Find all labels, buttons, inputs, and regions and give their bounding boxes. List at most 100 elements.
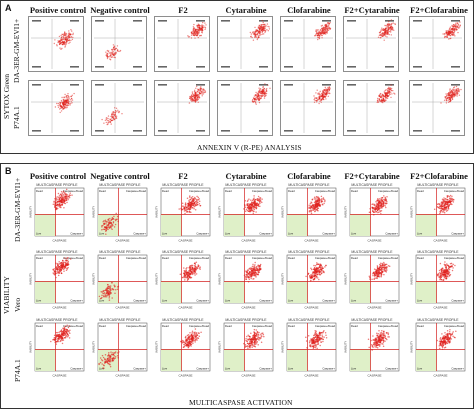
svg-text:VIABILITY: VIABILITY xyxy=(29,273,33,285)
svg-text:Caspase+/Dead: Caspase+/Dead xyxy=(315,256,336,260)
panel-b: B Positive control Negative control F2 C… xyxy=(0,163,474,409)
svg-text:VIABILITY: VIABILITY xyxy=(281,206,285,218)
annexin-plot xyxy=(217,16,273,72)
svg-text:VIABILITY: VIABILITY xyxy=(92,341,96,353)
multicaspase-plot: MULTICASPASE PROFILE Dead Caspase+/Dead Liv… xyxy=(154,181,212,244)
panel-b-col-f2-cytarabine: F2+Cytarabine xyxy=(344,171,400,181)
multicaspase-plot: MULTICASPASE PROFILE Dead Caspase+/Dead Liv… xyxy=(409,181,467,244)
svg-text:Dead: Dead xyxy=(351,189,358,193)
svg-text:CASPASE: CASPASE xyxy=(53,239,67,243)
svg-text:Live: Live xyxy=(225,232,231,236)
svg-text:CASPASE: CASPASE xyxy=(305,239,319,243)
svg-text:MULTICASPASE PROFILE: MULTICASPASE PROFILE xyxy=(351,250,393,254)
svg-text:Dead: Dead xyxy=(99,256,106,260)
svg-text:Live: Live xyxy=(36,367,42,371)
panel-b-col-clofarabine: Clofarabine xyxy=(287,171,331,181)
svg-text:MULTICASPASE PROFILE: MULTICASPASE PROFILE xyxy=(288,250,330,254)
svg-text:Live: Live xyxy=(351,232,357,236)
panel-a-x-axis-title: ANNEXIN V (R-PE) ANALYSIS xyxy=(197,143,302,152)
svg-text:Dead: Dead xyxy=(288,324,295,328)
svg-text:Dead: Dead xyxy=(417,256,424,260)
panel-a-col-f2-cytarabine: F2+Cytarabine xyxy=(344,5,400,15)
panel-b-x-axis-title: MULTICASPASE ACTIVATION xyxy=(189,398,293,407)
svg-text:CASPASE: CASPASE xyxy=(116,374,130,378)
annexin-plot xyxy=(28,16,84,72)
annexin-plot xyxy=(280,16,336,72)
svg-text:Dead: Dead xyxy=(36,256,43,260)
svg-text:CASPASE: CASPASE xyxy=(368,306,382,310)
svg-text:Dead: Dead xyxy=(36,324,43,328)
svg-text:Live: Live xyxy=(99,299,105,303)
panel-b-row-vero: Vero xyxy=(13,297,22,312)
panel-b-letter: B xyxy=(5,166,12,176)
multicaspase-plot: MULTICASPASE PROFILE Dead Caspase+/Dead Liv… xyxy=(280,316,338,379)
panel-b-col-f2: F2 xyxy=(178,171,188,181)
svg-text:MULTICASPASE PROFILE: MULTICASPASE PROFILE xyxy=(225,250,267,254)
svg-text:VIABILITY: VIABILITY xyxy=(92,273,96,285)
svg-text:VIABILITY: VIABILITY xyxy=(155,273,159,285)
svg-text:Caspase+: Caspase+ xyxy=(451,232,464,236)
svg-text:CASPASE: CASPASE xyxy=(434,306,448,310)
svg-text:Dead: Dead xyxy=(288,189,295,193)
panel-a-col-cytarabine: Cytarabine xyxy=(225,5,267,15)
multicaspase-plot: MULTICASPASE PROFILE Dead Caspase+/Dead Liv… xyxy=(91,316,149,379)
svg-text:Caspase+: Caspase+ xyxy=(196,299,209,303)
svg-text:MULTICASPASE PROFILE: MULTICASPASE PROFILE xyxy=(162,250,204,254)
svg-text:Caspase+: Caspase+ xyxy=(451,299,464,303)
svg-text:MULTICASPASE PROFILE: MULTICASPASE PROFILE xyxy=(36,318,78,322)
svg-text:Live: Live xyxy=(288,232,294,236)
panel-b-y-axis-title: VIABILITY xyxy=(2,276,11,314)
svg-text:Live: Live xyxy=(99,232,105,236)
svg-text:MULTICASPASE PROFILE: MULTICASPASE PROFILE xyxy=(288,318,330,322)
panel-a-letter: A xyxy=(5,3,12,13)
svg-text:VIABILITY: VIABILITY xyxy=(29,341,33,353)
svg-text:CASPASE: CASPASE xyxy=(242,306,256,310)
svg-text:Caspase+: Caspase+ xyxy=(133,232,146,236)
panel-a-col-f2-clofarabine: F2+Clofarabine xyxy=(410,5,468,15)
svg-text:Caspase+: Caspase+ xyxy=(196,367,209,371)
svg-text:Caspase+/Dead: Caspase+/Dead xyxy=(444,189,465,193)
svg-text:VIABILITY: VIABILITY xyxy=(281,341,285,353)
svg-text:VIABILITY: VIABILITY xyxy=(344,273,348,285)
svg-text:CASPASE: CASPASE xyxy=(116,306,130,310)
svg-text:Caspase+/Dead: Caspase+/Dead xyxy=(378,256,399,260)
svg-text:VIABILITY: VIABILITY xyxy=(218,341,222,353)
svg-text:Caspase+: Caspase+ xyxy=(322,367,335,371)
svg-text:CASPASE: CASPASE xyxy=(242,374,256,378)
svg-text:Live: Live xyxy=(225,299,231,303)
multicaspase-plot: MULTICASPASE PROFILE Dead Caspase+/Dead Liv… xyxy=(343,181,401,244)
panel-b-row-da3er: DA-3ER-GM-EVI1+ xyxy=(13,177,22,242)
panel-b-col-negative-control: Negative control xyxy=(90,171,150,181)
svg-text:Caspase+/Dead: Caspase+/Dead xyxy=(126,256,147,260)
multicaspase-plot: MULTICASPASE PROFILE Dead Caspase+/Dead Liv… xyxy=(280,181,338,244)
svg-text:CASPASE: CASPASE xyxy=(53,374,67,378)
multicaspase-plot: MULTICASPASE PROFILE Dead Caspase+/Dead Liv… xyxy=(91,181,149,244)
annexin-plot xyxy=(280,80,336,136)
panel-a-col-positive-control: Positive control xyxy=(29,5,87,15)
svg-text:Caspase+/Dead: Caspase+/Dead xyxy=(444,256,465,260)
svg-text:Live: Live xyxy=(99,367,105,371)
svg-text:MULTICASPASE PROFILE: MULTICASPASE PROFILE xyxy=(225,318,267,322)
annexin-plot xyxy=(91,80,147,136)
svg-text:VIABILITY: VIABILITY xyxy=(344,206,348,218)
svg-text:MULTICASPASE PROFILE: MULTICASPASE PROFILE xyxy=(417,250,459,254)
annexin-plot xyxy=(343,80,399,136)
annexin-plot xyxy=(409,80,465,136)
svg-text:MULTICASPASE PROFILE: MULTICASPASE PROFILE xyxy=(225,183,267,187)
svg-text:CASPASE: CASPASE xyxy=(53,306,67,310)
svg-text:Caspase+: Caspase+ xyxy=(70,299,83,303)
multicaspase-plot: MULTICASPASE PROFILE Dead Caspase+/Dead Liv… xyxy=(154,316,212,379)
svg-text:VIABILITY: VIABILITY xyxy=(92,206,96,218)
svg-text:CASPASE: CASPASE xyxy=(305,374,319,378)
svg-text:MULTICASPASE PROFILE: MULTICASPASE PROFILE xyxy=(36,183,78,187)
multicaspase-plot: MULTICASPASE PROFILE Dead Caspase+/Dead Liv… xyxy=(28,248,86,311)
svg-text:Caspase+/Dead: Caspase+/Dead xyxy=(189,189,210,193)
svg-text:Live: Live xyxy=(288,299,294,303)
panel-a-col-f2: F2 xyxy=(178,5,188,15)
svg-text:CASPASE: CASPASE xyxy=(368,239,382,243)
svg-text:VIABILITY: VIABILITY xyxy=(218,206,222,218)
svg-text:Caspase+/Dead: Caspase+/Dead xyxy=(63,324,84,328)
svg-text:Live: Live xyxy=(417,232,423,236)
multicaspase-plot: MULTICASPASE PROFILE Dead Caspase+/Dead Liv… xyxy=(217,316,275,379)
svg-text:CASPASE: CASPASE xyxy=(179,306,193,310)
